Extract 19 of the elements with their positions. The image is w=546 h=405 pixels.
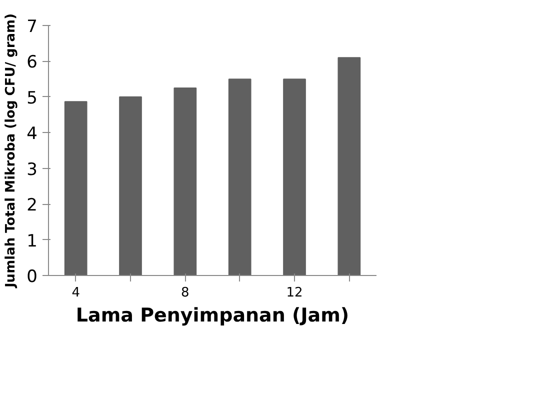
- y-axis-title: Jumlah Total Mikroba (log CFU/ gram): [4, 13, 19, 289]
- y-tick-label: 2: [26, 196, 38, 216]
- x-axis-title: Lama Penyimpanan (Jam): [76, 304, 350, 326]
- y-tick-label: 5: [26, 88, 38, 108]
- x-tick-label: 4: [72, 286, 80, 300]
- y-tick-label: 3: [26, 160, 38, 180]
- bar: [283, 78, 306, 276]
- bar: [64, 101, 88, 276]
- bar: [174, 88, 197, 276]
- bar: [228, 78, 252, 276]
- y-tick-label: 6: [26, 52, 38, 73]
- x-tick-label: 12: [286, 286, 303, 300]
- bar: [119, 96, 142, 276]
- y-tick-label: 7: [26, 17, 38, 37]
- y-tick-label: 0: [26, 267, 38, 287]
- y-tick-label: 4: [26, 124, 38, 144]
- y-tick-label: 1: [26, 231, 38, 252]
- x-tick-label: 8: [181, 286, 190, 300]
- bar: [338, 57, 361, 276]
